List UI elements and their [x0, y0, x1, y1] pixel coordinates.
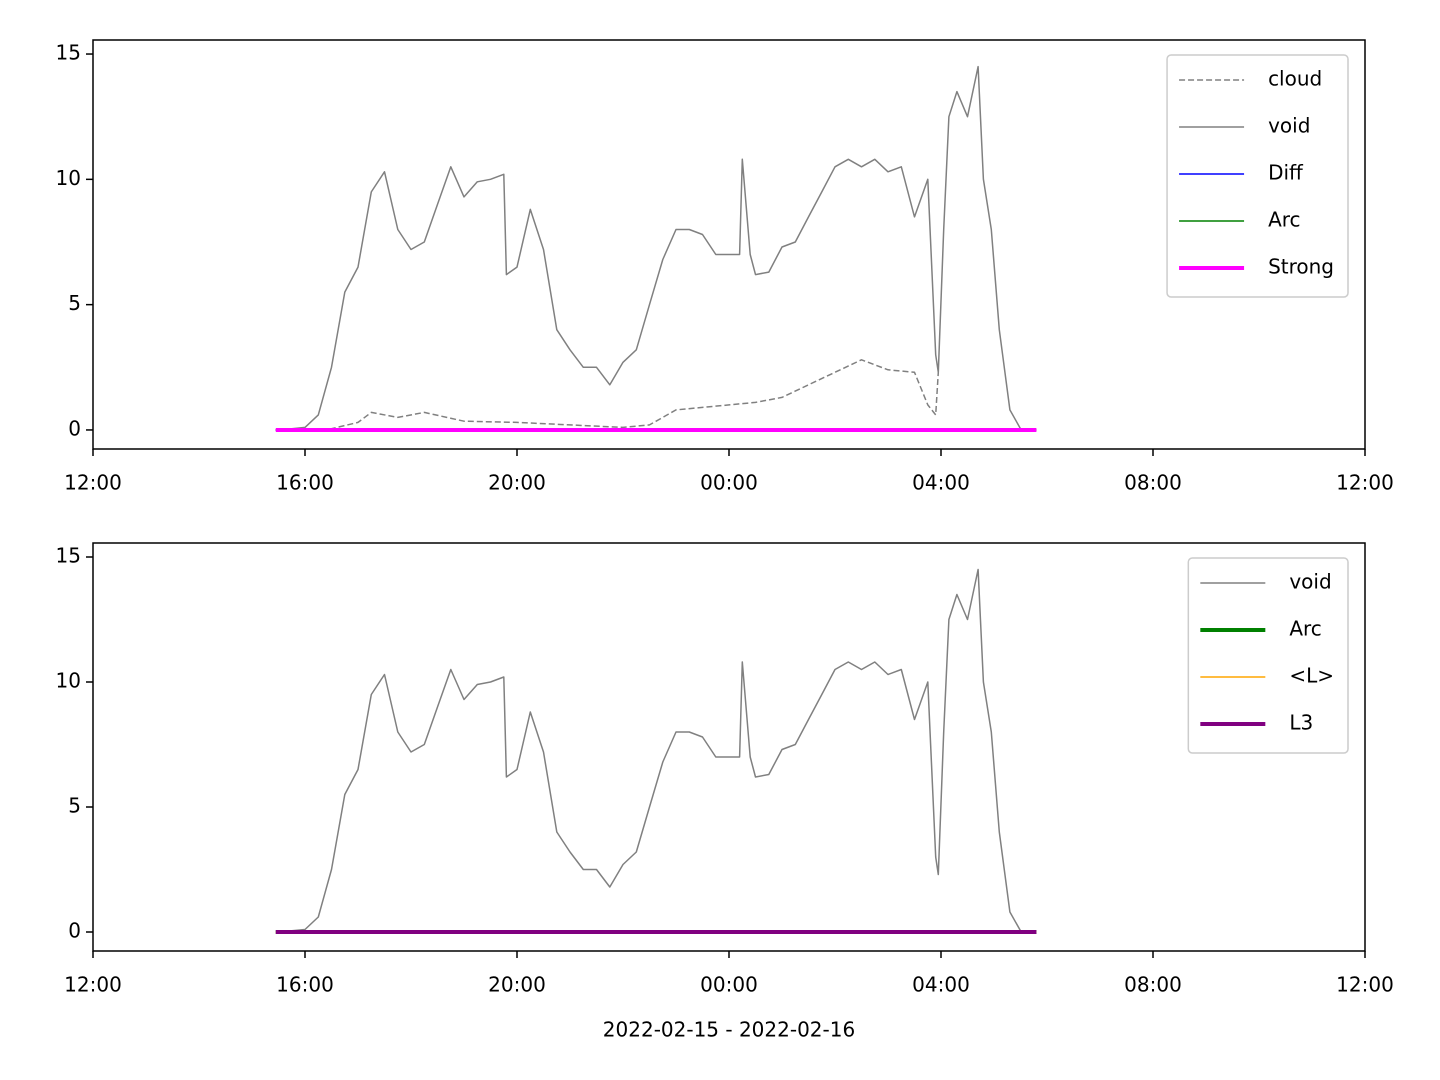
x-tick-label: 20:00 — [488, 973, 546, 997]
legend: cloud void Diff Arc Strong — [1166, 54, 1349, 298]
x-tick-label: 12:00 — [1336, 973, 1394, 997]
y-tick-label: 5 — [68, 794, 81, 818]
legend-label: Arc — [1289, 617, 1321, 641]
legend-label: L3 — [1289, 711, 1313, 735]
x-tick-label: 12:00 — [64, 471, 122, 495]
y-tick-label: 15 — [56, 544, 81, 568]
legend-label: Strong — [1268, 255, 1334, 279]
y-tick-label: 10 — [56, 166, 81, 190]
legend-box — [1187, 557, 1349, 754]
legend-label: void — [1289, 570, 1331, 594]
x-tick-label: 00:00 — [700, 973, 758, 997]
x-tick-label: 08:00 — [1124, 471, 1182, 495]
x-tick-label: 04:00 — [912, 973, 970, 997]
x-tick-label: 20:00 — [488, 471, 546, 495]
y-tick-label: 10 — [56, 669, 81, 693]
axes: 0 5 10 15 12:00 16:00 20:00 00:00 04:00 08:00 12:0… — [56, 542, 1394, 1042]
y-tick-label: 15 — [56, 41, 81, 65]
legend-label: void — [1268, 114, 1310, 138]
x-axis-label: 2022-02-15 - 2022-02-16 — [603, 1018, 855, 1042]
x-tick-label: 12:00 — [64, 973, 122, 997]
axes: 0 5 10 15 12:00 16:00 20:00 00:00 04:00 08:00 12:0… — [56, 39, 1394, 495]
x-tick-label: 16:00 — [276, 973, 334, 997]
axes-frame — [92, 542, 1366, 952]
y-tick-label: 0 — [68, 919, 81, 943]
legend-box — [1166, 54, 1349, 298]
x-tick-label: 04:00 — [912, 471, 970, 495]
x-tick-label: 08:00 — [1124, 973, 1182, 997]
series-line — [275, 359, 940, 431]
x-tick-label: 16:00 — [276, 471, 334, 495]
y-tick-label: 0 — [68, 416, 81, 440]
legend-label: <L> — [1289, 664, 1334, 688]
series-line — [275, 568, 1037, 933]
legend: void Arc <L> L3 — [1187, 557, 1349, 754]
x-tick-label: 00:00 — [700, 471, 758, 495]
series-line — [275, 65, 1037, 431]
legend-label: cloud — [1268, 67, 1322, 91]
y-tick-label: 5 — [68, 291, 81, 315]
x-tick-label: 12:00 — [1336, 471, 1394, 495]
legend-label: Diff — [1268, 161, 1304, 185]
legend-label: Arc — [1268, 208, 1300, 232]
